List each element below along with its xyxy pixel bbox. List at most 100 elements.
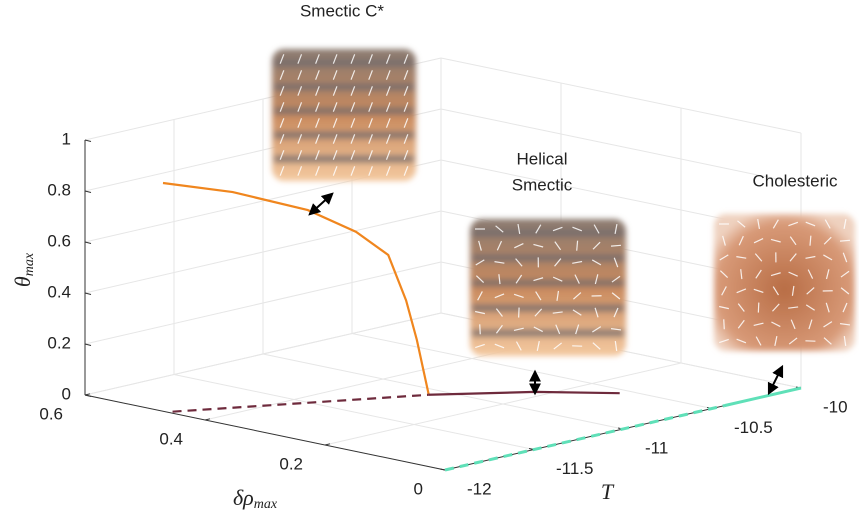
director bbox=[554, 258, 562, 267]
director bbox=[350, 166, 356, 176]
y-tick-label: -10 bbox=[823, 397, 848, 416]
director bbox=[535, 291, 542, 301]
director bbox=[279, 134, 285, 144]
director bbox=[593, 224, 600, 234]
director bbox=[719, 270, 729, 279]
director bbox=[494, 343, 505, 349]
illustrations: Smectic C* Helical Smectic Cholesteric bbox=[272, 1, 855, 356]
annotation: Cholesteric bbox=[752, 171, 838, 190]
director bbox=[515, 258, 523, 267]
director bbox=[840, 287, 850, 295]
z-tick-label: 0 bbox=[62, 384, 71, 403]
director bbox=[368, 54, 373, 64]
director bbox=[770, 238, 781, 243]
director bbox=[494, 293, 505, 299]
x-label-symbol: δρ bbox=[233, 485, 254, 510]
director bbox=[495, 308, 503, 317]
director bbox=[770, 272, 781, 277]
director bbox=[719, 338, 729, 344]
director bbox=[514, 243, 524, 249]
tick-mark bbox=[84, 292, 92, 295]
director bbox=[592, 342, 601, 350]
tick-mark bbox=[204, 418, 211, 421]
x-label-subscript: max bbox=[254, 497, 278, 512]
director bbox=[297, 150, 303, 160]
director bbox=[806, 287, 815, 295]
director bbox=[332, 150, 338, 160]
director bbox=[839, 239, 851, 242]
director bbox=[552, 226, 563, 232]
layer-band bbox=[274, 83, 414, 91]
grid-line bbox=[324, 362, 682, 446]
grid-line bbox=[440, 57, 802, 134]
director bbox=[613, 307, 619, 318]
director bbox=[332, 70, 338, 80]
layer-band bbox=[472, 279, 624, 287]
x-axis-label: δρmax bbox=[233, 485, 278, 512]
cube-body bbox=[714, 214, 855, 351]
director bbox=[403, 166, 409, 176]
director-field bbox=[718, 218, 851, 347]
director bbox=[315, 150, 320, 160]
director bbox=[788, 337, 798, 345]
director bbox=[475, 275, 485, 284]
layer-band bbox=[472, 304, 624, 312]
tick-mark bbox=[84, 139, 92, 142]
arrow bbox=[767, 364, 784, 396]
y-axis-label: T bbox=[601, 479, 615, 504]
director bbox=[385, 102, 391, 112]
layer-band bbox=[472, 329, 624, 337]
director bbox=[808, 319, 813, 330]
director bbox=[842, 252, 848, 263]
annotation: Helical bbox=[516, 149, 567, 168]
director bbox=[736, 256, 747, 259]
director bbox=[771, 321, 781, 328]
director bbox=[572, 260, 583, 264]
director bbox=[575, 324, 580, 335]
director bbox=[534, 308, 543, 317]
director bbox=[789, 236, 797, 246]
director bbox=[368, 150, 373, 160]
director bbox=[574, 274, 580, 284]
director bbox=[805, 221, 816, 227]
director bbox=[754, 253, 763, 262]
grid-line bbox=[440, 108, 802, 185]
director bbox=[719, 254, 729, 261]
x-tick-label: 0.6 bbox=[39, 404, 63, 423]
director bbox=[279, 102, 285, 112]
tick-mark bbox=[439, 468, 446, 471]
director bbox=[315, 86, 320, 96]
z-tick-label: 1 bbox=[62, 129, 71, 148]
director bbox=[594, 307, 599, 318]
director bbox=[385, 166, 391, 176]
director bbox=[772, 219, 779, 229]
director bbox=[842, 302, 848, 313]
director bbox=[555, 324, 561, 335]
director bbox=[790, 319, 796, 330]
director bbox=[823, 236, 832, 245]
director bbox=[843, 335, 847, 347]
director bbox=[536, 340, 540, 352]
director bbox=[772, 303, 780, 312]
director bbox=[723, 319, 725, 330]
director bbox=[552, 276, 563, 282]
director bbox=[350, 150, 356, 160]
layer-band bbox=[274, 131, 414, 139]
director bbox=[573, 292, 582, 300]
director bbox=[385, 134, 391, 144]
director bbox=[332, 134, 338, 144]
director bbox=[477, 291, 483, 301]
director bbox=[332, 86, 338, 96]
director bbox=[517, 223, 521, 235]
director bbox=[478, 240, 482, 251]
director bbox=[315, 70, 320, 80]
director bbox=[610, 328, 622, 331]
arrow bbox=[308, 192, 334, 216]
director bbox=[535, 224, 542, 234]
director bbox=[385, 150, 391, 160]
director bbox=[279, 166, 285, 176]
tick-mark bbox=[84, 343, 92, 346]
director bbox=[825, 302, 830, 313]
director bbox=[498, 274, 501, 285]
director bbox=[315, 118, 320, 128]
